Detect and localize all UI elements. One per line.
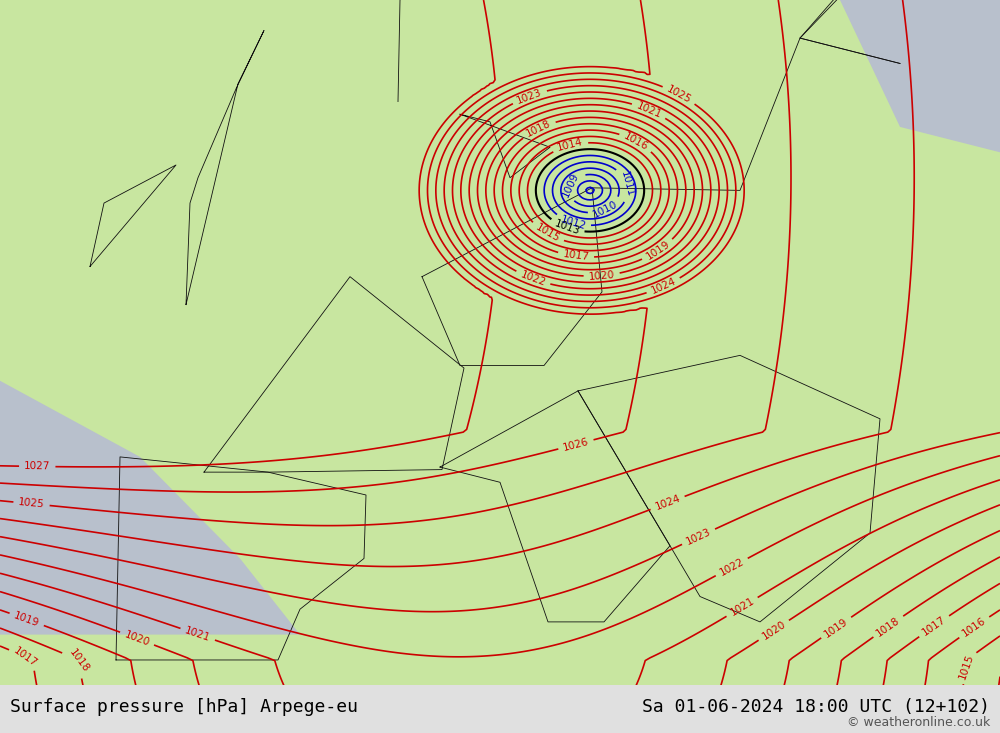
Text: 1019: 1019 [644, 239, 672, 262]
Polygon shape [0, 0, 300, 635]
Text: 1015: 1015 [533, 222, 561, 244]
Text: 1017: 1017 [562, 249, 590, 262]
Text: 1014: 1014 [556, 137, 584, 153]
Text: 1012: 1012 [559, 214, 587, 232]
Text: 1018: 1018 [67, 647, 91, 674]
Text: 1025: 1025 [665, 84, 693, 106]
Text: 1018: 1018 [875, 615, 902, 638]
Text: 1020: 1020 [123, 629, 151, 648]
Text: 1009: 1009 [561, 170, 581, 199]
Text: 1021: 1021 [728, 596, 756, 618]
Text: 1013: 1013 [553, 218, 581, 237]
Text: 1011: 1011 [618, 170, 635, 199]
Text: 1020: 1020 [760, 619, 788, 641]
Text: 1015: 1015 [957, 652, 975, 680]
Text: 1021: 1021 [635, 100, 663, 120]
Text: 1021: 1021 [184, 625, 212, 644]
Text: © weatheronline.co.uk: © weatheronline.co.uk [847, 716, 990, 729]
Polygon shape [840, 0, 1000, 152]
Text: 1023: 1023 [684, 526, 713, 547]
Text: 1016: 1016 [961, 616, 988, 638]
Text: 1022: 1022 [519, 269, 547, 288]
Text: Surface pressure [hPa] Arpege-eu: Surface pressure [hPa] Arpege-eu [10, 698, 358, 716]
Text: 1026: 1026 [562, 436, 590, 452]
Text: 1019: 1019 [13, 610, 41, 628]
Text: 1017: 1017 [920, 614, 948, 638]
Text: Sa 01-06-2024 18:00 UTC (12+102): Sa 01-06-2024 18:00 UTC (12+102) [642, 698, 990, 716]
Text: 1020: 1020 [588, 270, 615, 281]
Text: 1019: 1019 [822, 616, 850, 639]
Text: 1010: 1010 [592, 199, 619, 220]
Text: 1016: 1016 [622, 130, 650, 152]
Text: 1025: 1025 [18, 498, 45, 510]
Text: 1027: 1027 [24, 461, 51, 471]
Text: 1023: 1023 [515, 87, 544, 106]
Text: 1022: 1022 [718, 556, 746, 578]
Text: 1024: 1024 [650, 276, 678, 296]
Text: 1024: 1024 [654, 493, 682, 512]
Text: 1018: 1018 [525, 119, 553, 139]
Text: 1017: 1017 [12, 645, 39, 668]
